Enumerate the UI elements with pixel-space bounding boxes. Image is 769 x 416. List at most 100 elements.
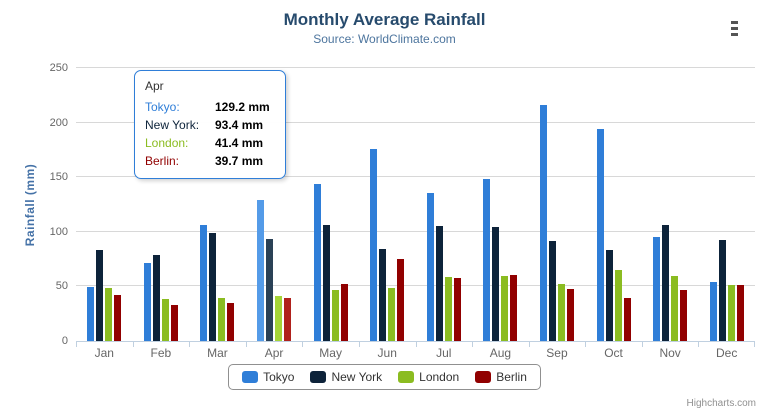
gridline-50 [76, 285, 755, 287]
bar-berlin-dec[interactable] [736, 285, 744, 341]
x-axis-ticks [76, 342, 756, 348]
legend-item-new-york[interactable]: New York [310, 370, 382, 384]
x-axis-tick [189, 342, 190, 347]
bar-group-jun [359, 68, 416, 341]
legend: Tokyo New York London Berlin [0, 364, 769, 390]
bar-tokyo-jun[interactable] [370, 149, 378, 341]
bar-new-york-oct[interactable] [605, 250, 613, 341]
y-tick-label-250: 250 [49, 62, 68, 74]
bar-berlin-jul[interactable] [453, 278, 461, 341]
x-axis-tick [133, 342, 134, 347]
bar-london-feb[interactable] [161, 299, 169, 341]
y-tick-label-0: 0 [61, 335, 68, 347]
chart-subtitle: Source: WorldClimate.com [313, 32, 456, 46]
x-axis-tick [698, 342, 699, 347]
bar-tokyo-jul[interactable] [426, 193, 434, 341]
tooltip-row-tokyo: Tokyo: 129.2 mm [145, 98, 275, 116]
bar-berlin-apr[interactable] [284, 298, 292, 341]
legend-item-london[interactable]: London [398, 370, 459, 384]
bar-new-york-sep[interactable] [548, 241, 556, 341]
bar-tokyo-may[interactable] [313, 184, 321, 341]
bar-london-aug[interactable] [501, 276, 509, 341]
x-axis-tick [585, 342, 586, 347]
bar-group-oct [585, 68, 642, 341]
legend-label: Berlin [496, 370, 527, 384]
legend-label: London [419, 370, 460, 384]
bar-berlin-sep[interactable] [566, 289, 574, 341]
x-tick-label-dec: Dec [716, 346, 738, 360]
bar-london-jul[interactable] [444, 277, 452, 341]
chart-title: Monthly Average Rainfall [283, 10, 486, 29]
bar-london-apr[interactable] [275, 296, 283, 341]
x-axis-labels: Jan Feb Mar Apr May Jun Jul Aug Sep Oct Nov Dec [76, 346, 755, 362]
bar-tokyo-oct[interactable] [596, 129, 604, 341]
highcharts-credits-link[interactable]: Highcharts.com [686, 398, 756, 409]
bar-new-york-jul[interactable] [435, 226, 443, 341]
bar-berlin-nov[interactable] [680, 290, 688, 341]
legend-item-berlin[interactable]: Berlin [475, 370, 527, 384]
tooltip-series-name: Berlin: [145, 154, 180, 168]
bar-new-york-aug[interactable] [492, 227, 500, 341]
x-axis-tick [416, 342, 417, 347]
bar-new-york-may[interactable] [322, 225, 330, 341]
bar-new-york-feb[interactable] [152, 255, 160, 341]
gridline-100 [76, 230, 755, 232]
legend-box: Tokyo New York London Berlin [228, 364, 541, 390]
bar-berlin-aug[interactable] [510, 275, 518, 341]
x-axis-tick [754, 342, 755, 347]
legend-swatch-new-york [310, 371, 327, 383]
bar-tokyo-aug[interactable] [483, 179, 491, 341]
bar-new-york-jan[interactable] [96, 250, 104, 341]
y-axis-labels: 0 50 100 150 200 250 [0, 62, 68, 347]
legend-swatch-tokyo [242, 371, 259, 383]
bar-berlin-may[interactable] [340, 284, 348, 341]
bar-berlin-jan[interactable] [114, 295, 122, 341]
bar-tokyo-nov[interactable] [653, 237, 661, 341]
bar-new-york-nov[interactable] [662, 225, 670, 341]
legend-swatch-london [398, 371, 415, 383]
bar-new-york-dec[interactable] [718, 240, 726, 341]
bar-london-sep[interactable] [557, 284, 565, 341]
bar-group-nov [642, 68, 699, 341]
bar-london-may[interactable] [331, 290, 339, 341]
bar-london-nov[interactable] [671, 276, 679, 341]
bar-tokyo-sep[interactable] [539, 105, 547, 341]
bar-london-jan[interactable] [105, 288, 113, 341]
tooltip-rows: Tokyo: 129.2 mm New York: 93.4 mm London: 41.… [145, 98, 275, 170]
bar-london-jun[interactable] [388, 288, 396, 341]
x-tick-label-jan: Jan [94, 346, 114, 360]
shared-tooltip: Apr Tokyo: 129.2 mm New York: 93.4 mm London… [134, 70, 286, 179]
bar-group-mar [189, 68, 246, 341]
gridline-200 [76, 121, 755, 123]
legend-item-tokyo[interactable]: Tokyo [242, 370, 294, 384]
hamburger-bar [731, 27, 738, 30]
bar-tokyo-feb[interactable] [143, 263, 151, 341]
bar-tokyo-jan[interactable] [87, 287, 95, 341]
x-tick-label-sep: Sep [546, 346, 568, 360]
x-tick-label-feb: Feb [150, 346, 172, 360]
bar-london-dec[interactable] [727, 285, 735, 341]
x-tick-label-jun: Jun [377, 346, 397, 360]
bar-new-york-apr[interactable] [266, 239, 274, 341]
y-tick-label-100: 100 [49, 225, 68, 238]
bar-london-oct[interactable] [614, 270, 622, 341]
bar-tokyo-dec[interactable] [709, 282, 717, 341]
y-tick-label-50: 50 [55, 280, 68, 293]
x-axis-tick [472, 342, 473, 347]
bar-new-york-mar[interactable] [209, 233, 217, 341]
bar-tokyo-apr[interactable] [257, 200, 265, 341]
context-menu-hamburger-icon[interactable] [731, 21, 752, 39]
bar-new-york-jun[interactable] [379, 249, 387, 341]
hamburger-bar [731, 21, 738, 24]
x-axis-tick [529, 342, 530, 347]
bar-london-mar[interactable] [218, 298, 226, 341]
bar-berlin-mar[interactable] [227, 303, 235, 341]
bar-tokyo-mar[interactable] [200, 225, 208, 341]
bar-berlin-feb[interactable] [170, 305, 178, 341]
bar-berlin-oct[interactable] [623, 298, 631, 341]
bar-berlin-jun[interactable] [397, 259, 405, 341]
gridline-250 [76, 67, 755, 68]
tooltip-series-name: New York: [145, 118, 200, 132]
x-axis-tick [246, 342, 247, 347]
